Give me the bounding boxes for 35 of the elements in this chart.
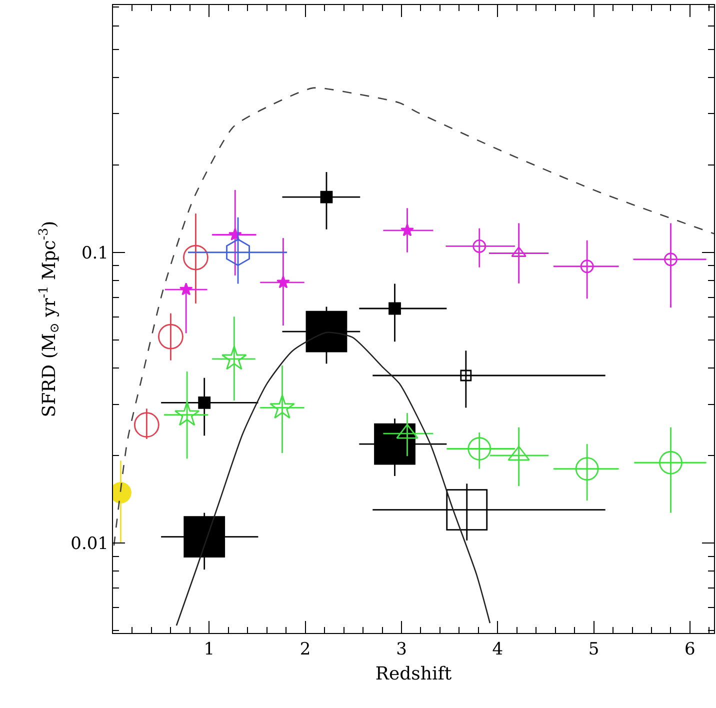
point [306,310,348,352]
x-tick-label: 2 [300,640,311,660]
point [183,244,208,270]
point [226,238,250,266]
point [198,396,211,409]
point [174,402,200,426]
point [276,275,290,288]
point [580,260,594,274]
x-tick-label: 1 [204,640,215,660]
point [388,302,401,315]
point [221,346,247,370]
line-series [113,87,714,546]
point [374,423,416,465]
point [468,437,492,460]
y-tick-label: 0.1 [81,243,108,264]
x-tick-label: 3 [396,640,407,660]
point [134,412,160,438]
point [400,223,414,236]
point [659,450,682,474]
x-tick-label: 4 [492,640,504,660]
point [158,324,184,350]
point [664,252,678,266]
point [179,282,193,296]
point [320,190,333,204]
line-series [176,332,491,626]
point [184,516,226,558]
point [460,370,472,382]
x-tick-label: 6 [684,640,696,660]
x-tick-label: 5 [588,640,600,660]
point [446,489,488,531]
y-tick-label: 0.01 [70,534,108,554]
point [270,394,295,419]
point [472,240,486,253]
x-axis-title: Redshift [375,664,452,685]
point [575,457,599,480]
